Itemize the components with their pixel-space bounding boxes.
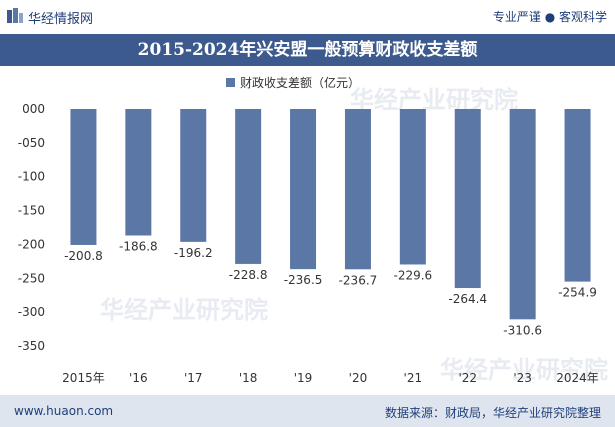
data-label: -310.6	[503, 323, 542, 337]
y-tick-label: -150	[18, 204, 45, 218]
bar	[70, 109, 97, 245]
top-bar: 华经情报网 专业严谨 ● 客观科学	[0, 0, 615, 34]
legend-label: 财政收支差额（亿元）	[240, 75, 360, 90]
y-tick-label: -250	[18, 271, 45, 285]
y-tick-label: -100	[18, 170, 45, 184]
x-tick-label: '19	[294, 371, 313, 385]
chart-title: 2015-2024年兴安盟一般预算财政收支差额	[137, 40, 478, 60]
x-tick-label: '20	[349, 371, 368, 385]
y-tick-label: -350	[18, 339, 45, 353]
y-axis: 000 -050 -100 -150 -200 -250 -300 -350	[18, 102, 45, 353]
bar	[564, 109, 591, 282]
bar	[344, 109, 371, 270]
value-labels: -200.8 -186.8 -196.2 -228.8 -236.5 -236.7 -229…	[64, 239, 597, 337]
data-label: -236.7	[339, 273, 378, 287]
data-label: -228.8	[229, 268, 268, 282]
x-tick-label: '23	[513, 371, 532, 385]
logo-icon	[7, 8, 23, 23]
y-tick-label: -200	[18, 237, 45, 251]
data-label: -229.6	[394, 268, 433, 282]
y-tick-label: 000	[22, 102, 45, 116]
bar	[509, 109, 536, 320]
slogan: 专业严谨 ● 客观科学	[492, 10, 607, 24]
data-label: -200.8	[64, 249, 103, 263]
y-tick-label: -050	[18, 136, 45, 150]
data-label: -264.4	[448, 292, 487, 306]
data-source: 数据来源：财政局，华经产业研究院整理	[384, 406, 601, 420]
footer	[0, 395, 615, 427]
bar	[180, 109, 207, 242]
bar	[290, 109, 317, 270]
bars	[70, 109, 591, 320]
legend: 财政收支差额（亿元）	[226, 75, 360, 90]
bar	[454, 109, 481, 289]
title-bar	[0, 34, 615, 66]
data-label: -254.9	[558, 286, 597, 300]
x-tick-label: '22	[458, 371, 477, 385]
data-label: -196.2	[174, 246, 213, 260]
data-label: -236.5	[284, 273, 323, 287]
bar	[235, 109, 262, 264]
brand-name: 华经情报网	[28, 12, 94, 27]
bar	[399, 109, 426, 265]
bar-chart: 财政收支差额（亿元） 000 -050 -100 -150 -200 -250 -300 -3…	[18, 75, 599, 385]
x-tick-label: 2015年	[62, 371, 105, 385]
x-axis: 2015年 '16 '17 '18 '19 '20 '21 '22 '23 2024年	[62, 371, 599, 385]
bar	[125, 109, 152, 236]
y-tick-label: -300	[18, 305, 45, 319]
x-tick-label: '18	[239, 371, 258, 385]
legend-swatch	[226, 78, 235, 87]
x-tick-label: '16	[129, 371, 148, 385]
data-label: -186.8	[119, 239, 158, 253]
x-tick-label: '17	[184, 371, 203, 385]
x-tick-label: 2024年	[556, 371, 599, 385]
footer-url[interactable]: www.huaon.com	[14, 404, 114, 418]
x-tick-label: '21	[404, 371, 423, 385]
